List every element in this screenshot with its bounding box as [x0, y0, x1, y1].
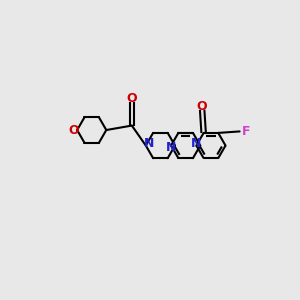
- Text: O: O: [197, 100, 208, 113]
- Text: O: O: [127, 92, 137, 105]
- Text: N: N: [191, 137, 202, 150]
- Text: N: N: [166, 141, 176, 154]
- Text: F: F: [242, 125, 250, 138]
- Text: O: O: [68, 124, 79, 136]
- Text: N: N: [144, 137, 154, 150]
